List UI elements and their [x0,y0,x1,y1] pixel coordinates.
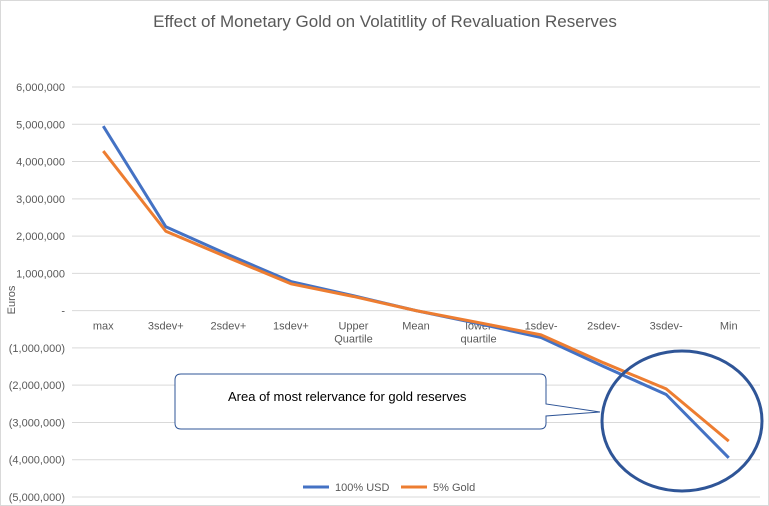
callout-text: Area of most relervance for gold reserve… [228,389,467,404]
legend-label: 5% Gold [433,482,475,494]
x-tick-label: 1sdev+ [273,321,309,333]
y-tick-label: 2,000,000 [16,231,65,243]
x-tick-label: Mean [402,321,430,333]
highlight-ellipse [600,349,764,493]
y-tick-label: (2,000,000) [9,380,65,392]
y-tick-label: (1,000,000) [9,343,65,355]
y-tick-label: 5,000,000 [16,119,65,131]
x-tick-label: Min [720,321,738,333]
callout-annotation: Area of most relervance for gold reserve… [174,349,764,493]
y-axis-title: Euros [6,285,18,314]
y-tick-label: (3,000,000) [9,417,65,429]
x-tick-label-line: Quartile [334,334,373,346]
gridlines [72,86,760,498]
x-tick-label: 1sdev- [525,321,558,333]
y-tick-label: 3,000,000 [16,194,65,206]
x-tick-label: 3sdev+ [148,321,184,333]
y-tick-label: 4,000,000 [16,157,65,169]
chart-title: Effect of Monetary Gold on Volatitlity o… [153,12,617,31]
y-tick-label: (4,000,000) [9,455,65,467]
x-tick-label: max [93,321,114,333]
x-tick-label: Upper Quartile [334,321,373,346]
x-tick-label: 2sdev- [587,321,620,333]
callout-box [174,373,601,430]
legend: 100% USD 5% Gold [303,482,475,494]
y-tick-label: 6,000,000 [16,82,65,94]
y-tick-labels: 6,000,000 5,000,000 4,000,000 3,000,000 2,00… [9,82,66,504]
y-tick-label: 1,000,000 [16,268,65,280]
y-tick-label: (5,000,000) [9,492,65,504]
x-tick-label: 3sdev- [650,321,683,333]
x-tick-label: 2sdev+ [210,321,246,333]
y-tick-label: - [61,306,65,318]
x-tick-label-line: quartile [461,334,497,346]
x-tick-label-line: Upper [338,321,368,333]
legend-label: 100% USD [335,482,389,494]
